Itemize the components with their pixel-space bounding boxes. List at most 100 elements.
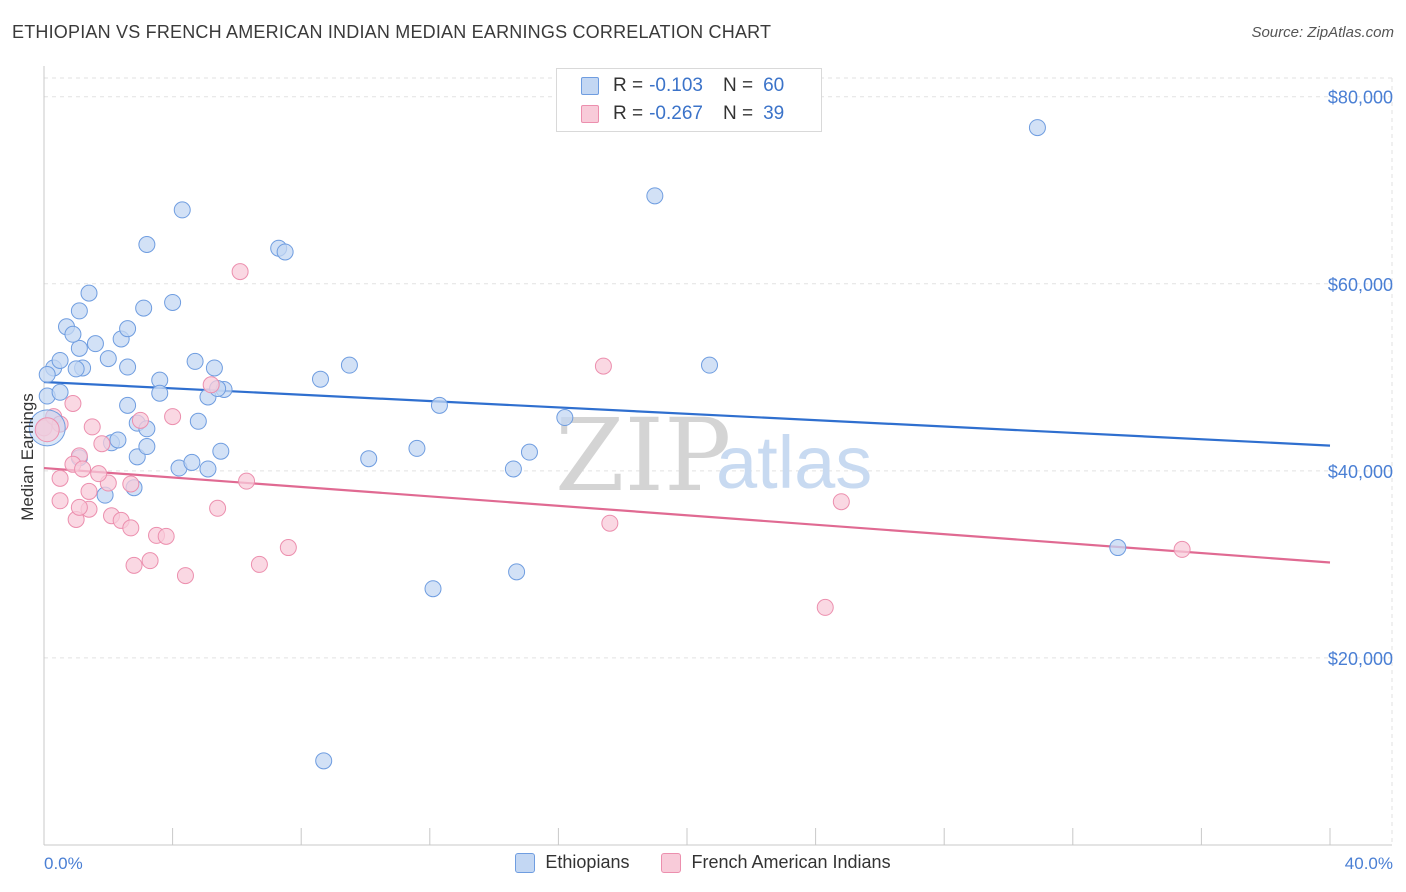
point-ethiopians [119, 396, 137, 414]
point-ethiopians [38, 366, 56, 384]
point-ethiopians [340, 356, 358, 374]
source-label: Source: ZipAtlas.com [1251, 24, 1394, 41]
y-axis-label: Median Earnings [18, 393, 37, 521]
point-ethiopians [119, 320, 137, 338]
legend-r-value: -0.103 [649, 75, 703, 96]
legend-swatch-pink [581, 105, 599, 123]
point-ethiopians [138, 438, 156, 456]
point-ethiopians [276, 243, 294, 261]
y-tick-label: $40,000 [1328, 462, 1393, 482]
legend-row-ethiopians: R = -0.103 N = 60 [581, 74, 784, 98]
point-ethiopians [199, 460, 217, 478]
legend-row-french-american-indians: R = -0.267 N = 39 [581, 102, 784, 126]
legend-item-ethiopians[interactable]: Ethiopians [515, 852, 629, 873]
point-ethiopians [1109, 539, 1127, 557]
point-ethiopians [189, 412, 207, 430]
point-french-american-indians [238, 472, 256, 490]
y-tick-label: $20,000 [1328, 649, 1393, 669]
x-tick-label: 0.0% [44, 854, 83, 873]
point-ethiopians [173, 201, 191, 219]
point-french-american-indians [74, 460, 92, 478]
data-points [28, 119, 1191, 770]
legend-n-value: 39 [763, 103, 785, 124]
y-tick-label: $80,000 [1328, 88, 1393, 108]
point-ethiopians [424, 580, 442, 598]
point-french-american-indians [131, 411, 149, 429]
correlation-legend: R = -0.103 N = 60 R = -0.267 N = 39 [556, 68, 822, 132]
legend-label-french-american-indians: French American Indians [691, 852, 891, 872]
trend-line-ethiopians [43, 380, 1331, 447]
point-ethiopians [646, 187, 664, 205]
y-tick-label: $60,000 [1328, 275, 1393, 295]
point-french-american-indians [601, 514, 619, 532]
legend-n-label: N = [722, 75, 754, 96]
legend-swatch-blue [581, 77, 599, 95]
point-french-american-indians [93, 435, 111, 453]
point-french-american-indians [64, 395, 82, 413]
point-french-american-indians [202, 376, 220, 394]
legend-r-value: -0.267 [649, 103, 703, 124]
point-french-american-indians [141, 552, 159, 570]
point-ethiopians [701, 356, 719, 374]
point-ethiopians [86, 335, 104, 353]
point-french-american-indians [51, 492, 69, 510]
point-ethiopians [67, 360, 85, 378]
chart-title: ETHIOPIAN VS FRENCH AMERICAN INDIAN MEDI… [12, 22, 772, 42]
point-french-american-indians [832, 493, 850, 511]
legend-r-label: R = [613, 103, 644, 124]
point-ethiopians [186, 352, 204, 370]
point-ethiopians [99, 350, 117, 368]
point-french-american-indians [125, 556, 143, 574]
point-ethiopians [520, 443, 538, 461]
point-ethiopians [51, 383, 69, 401]
point-ethiopians [151, 384, 169, 402]
point-ethiopians [556, 409, 574, 427]
point-ethiopians [70, 302, 88, 320]
point-ethiopians [212, 442, 230, 460]
point-ethiopians [508, 563, 526, 581]
point-ethiopians [315, 752, 333, 770]
point-ethiopians [183, 453, 201, 471]
point-french-american-indians [816, 598, 834, 616]
legend-swatch-pink [661, 852, 682, 873]
point-ethiopians [64, 325, 82, 343]
point-french-american-indians [157, 527, 175, 545]
point-ethiopians [360, 450, 378, 468]
point-french-american-indians [70, 498, 88, 516]
legend-label-ethiopians: Ethiopians [545, 852, 630, 872]
point-ethiopians [80, 284, 98, 302]
point-ethiopians [504, 460, 522, 478]
point-french-american-indians [83, 418, 101, 436]
legend-n-label: N = [722, 103, 754, 124]
watermark-zip: ZIP [555, 397, 731, 514]
point-french-american-indians [80, 482, 98, 500]
point-french-american-indians [1173, 540, 1191, 558]
point-ethiopians [119, 358, 137, 376]
point-french-american-indians [122, 519, 140, 537]
point-ethiopians [311, 370, 329, 388]
point-ethiopians [70, 339, 88, 357]
point-ethiopians [135, 299, 153, 317]
point-french-american-indians-cluster [34, 417, 60, 443]
point-ethiopians [205, 359, 223, 377]
point-french-american-indians [250, 555, 268, 573]
point-ethiopians [51, 351, 69, 369]
point-ethiopians [138, 235, 156, 253]
point-french-american-indians [51, 469, 69, 487]
point-french-american-indians [594, 357, 612, 375]
point-ethiopians [164, 293, 182, 311]
point-french-american-indians [231, 263, 249, 281]
point-french-american-indians [164, 408, 182, 426]
point-ethiopians [430, 396, 448, 414]
legend-n-value: 60 [763, 75, 785, 96]
legend-item-french-american-indians[interactable]: French American Indians [661, 852, 891, 873]
watermark-atlas: atlas [716, 421, 872, 504]
point-french-american-indians [122, 475, 140, 493]
point-french-american-indians [90, 465, 108, 483]
legend-swatch-blue [515, 852, 536, 873]
point-french-american-indians [209, 499, 227, 517]
x-tick-label: 40.0% [1345, 854, 1393, 873]
axes [43, 66, 1392, 846]
point-ethiopians [1028, 119, 1046, 137]
